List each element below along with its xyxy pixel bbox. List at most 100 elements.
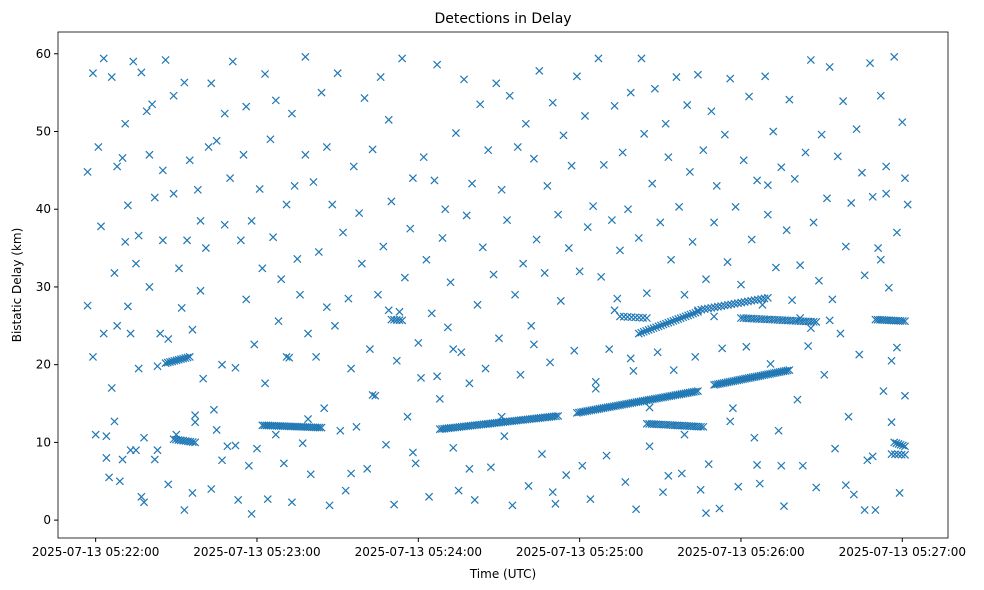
data-point [798, 461, 807, 470]
y-tick-label: 60 [36, 47, 51, 61]
data-point [535, 66, 544, 75]
data-point [236, 236, 245, 245]
data-points [83, 52, 912, 518]
data-point [438, 233, 447, 242]
data-point [306, 470, 315, 479]
plot-frame [57, 31, 949, 539]
track-point [890, 450, 899, 459]
data-point [470, 495, 479, 504]
data-point [304, 329, 313, 338]
data-point [169, 91, 178, 100]
data-point [392, 356, 401, 365]
data-point [451, 129, 460, 138]
data-point [113, 162, 122, 171]
track-point [185, 352, 194, 361]
data-point [610, 101, 619, 110]
data-point [115, 477, 124, 486]
data-point [416, 373, 426, 382]
track-point [649, 324, 658, 333]
data-point [134, 364, 143, 373]
data-point [247, 216, 256, 225]
track-point [696, 422, 705, 431]
data-point [465, 379, 474, 388]
data-point [513, 143, 522, 152]
data-point [126, 329, 135, 338]
data-point [419, 153, 428, 162]
data-point [435, 394, 444, 403]
track-point [894, 450, 903, 459]
data-point [344, 294, 353, 303]
data-point [295, 290, 305, 299]
data-point [804, 341, 813, 351]
track-point [686, 310, 695, 319]
data-point [642, 289, 651, 298]
data-point [330, 321, 339, 330]
data-point [271, 96, 280, 105]
data-point [201, 244, 210, 253]
data-point [371, 391, 380, 400]
data-point [855, 350, 864, 359]
data-point [161, 55, 170, 65]
x-tick-label: 2025-07-13 05:25:00 [516, 545, 643, 559]
data-point [231, 441, 240, 450]
data-point [839, 97, 848, 106]
track-point [647, 325, 656, 334]
data-point [667, 255, 676, 264]
data-point [83, 301, 92, 310]
data-point [121, 237, 130, 246]
data-point [774, 426, 783, 435]
track-point [737, 298, 746, 307]
data-point [793, 395, 802, 404]
data-point [543, 181, 552, 190]
data-point [107, 383, 116, 393]
data-point [591, 377, 600, 386]
track-point [317, 423, 326, 432]
data-point [131, 446, 141, 455]
data-point [551, 499, 560, 508]
data-point [524, 481, 533, 490]
data-point [849, 490, 858, 499]
data-point [707, 107, 716, 116]
data-point [532, 235, 541, 244]
data-point [223, 442, 232, 451]
data-point [486, 463, 495, 472]
data-point [150, 193, 159, 202]
data-point [699, 146, 708, 155]
y-tick-label: 40 [36, 202, 51, 216]
data-point [459, 75, 469, 84]
data-point [282, 352, 291, 361]
data-point [755, 479, 764, 488]
data-point [142, 107, 151, 116]
data-point [212, 425, 221, 434]
data-point [836, 329, 845, 338]
data-point [680, 290, 689, 299]
chart-title: Detections in Delay [434, 11, 571, 27]
data-point [769, 127, 778, 136]
data-point [234, 495, 243, 504]
track-point [191, 438, 200, 447]
track-point [809, 317, 818, 326]
data-point [664, 153, 673, 162]
data-point [150, 455, 159, 464]
data-point [274, 317, 283, 326]
data-point [753, 460, 762, 469]
track-point [887, 450, 896, 459]
data-point [365, 345, 374, 354]
track-point [669, 316, 678, 325]
track-point [892, 439, 901, 448]
track-point [707, 303, 716, 312]
data-point [129, 57, 138, 66]
data-point [110, 417, 119, 426]
data-point [812, 483, 821, 492]
data-point [559, 131, 568, 140]
data-point [411, 459, 420, 468]
data-point [91, 430, 100, 439]
data-point [433, 60, 442, 69]
track-point [750, 296, 759, 305]
data-point [153, 446, 162, 455]
data-point [191, 418, 200, 427]
data-point [384, 306, 393, 315]
data-point [261, 379, 270, 388]
data-point [349, 162, 358, 171]
